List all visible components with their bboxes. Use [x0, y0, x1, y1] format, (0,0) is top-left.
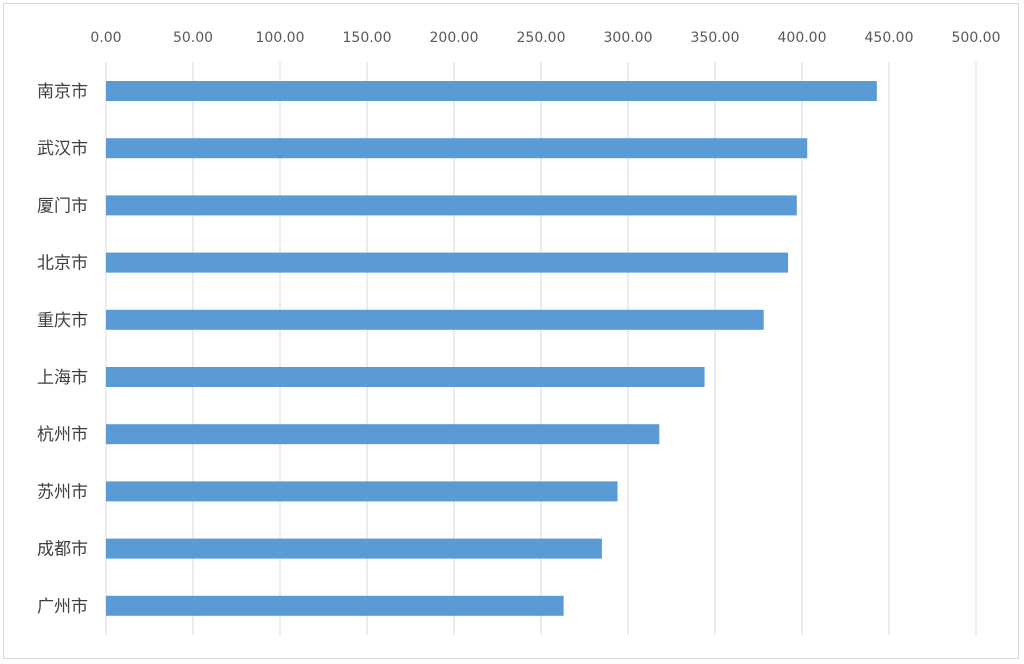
category-label: 武汉市: [37, 139, 88, 159]
x-tick-label: 500.00: [952, 30, 1001, 46]
x-tick-label: 200.00: [430, 30, 479, 46]
bar: [106, 309, 764, 330]
x-tick-label: 350.00: [691, 30, 740, 46]
bar: [106, 195, 797, 216]
bar: [106, 481, 618, 502]
bars: [106, 81, 877, 616]
category-label: 杭州市: [37, 425, 88, 445]
category-label: 重庆市: [37, 311, 88, 331]
category-label: 广州市: [37, 597, 88, 617]
category-label: 上海市: [37, 368, 88, 388]
bar: [106, 424, 660, 445]
category-label: 成都市: [37, 540, 88, 560]
x-tick-label: 250.00: [517, 30, 566, 46]
x-tick-label: 150.00: [343, 30, 392, 46]
bar: [106, 367, 705, 387]
bar: [106, 138, 808, 159]
category-label: 苏州市: [37, 482, 88, 502]
category-label: 北京市: [37, 254, 88, 274]
category-label: 南京市: [37, 82, 88, 102]
x-tick-label: 50.00: [173, 30, 213, 46]
x-tick-label: 300.00: [604, 30, 653, 46]
bar: [106, 538, 602, 559]
bar: [106, 81, 877, 101]
x-tick-label: 100.00: [256, 30, 305, 46]
x-axis-tick-labels: 0.00 50.00 100.00 150.00 200.00 250.00 300.00 3…: [90, 30, 1000, 46]
x-tick-label: 400.00: [778, 30, 827, 46]
bar: [106, 595, 564, 616]
bar: [106, 252, 789, 273]
x-tick-label: 0.00: [90, 30, 121, 46]
category-label: 厦门市: [37, 196, 88, 216]
x-tick-label: 450.00: [865, 30, 914, 46]
